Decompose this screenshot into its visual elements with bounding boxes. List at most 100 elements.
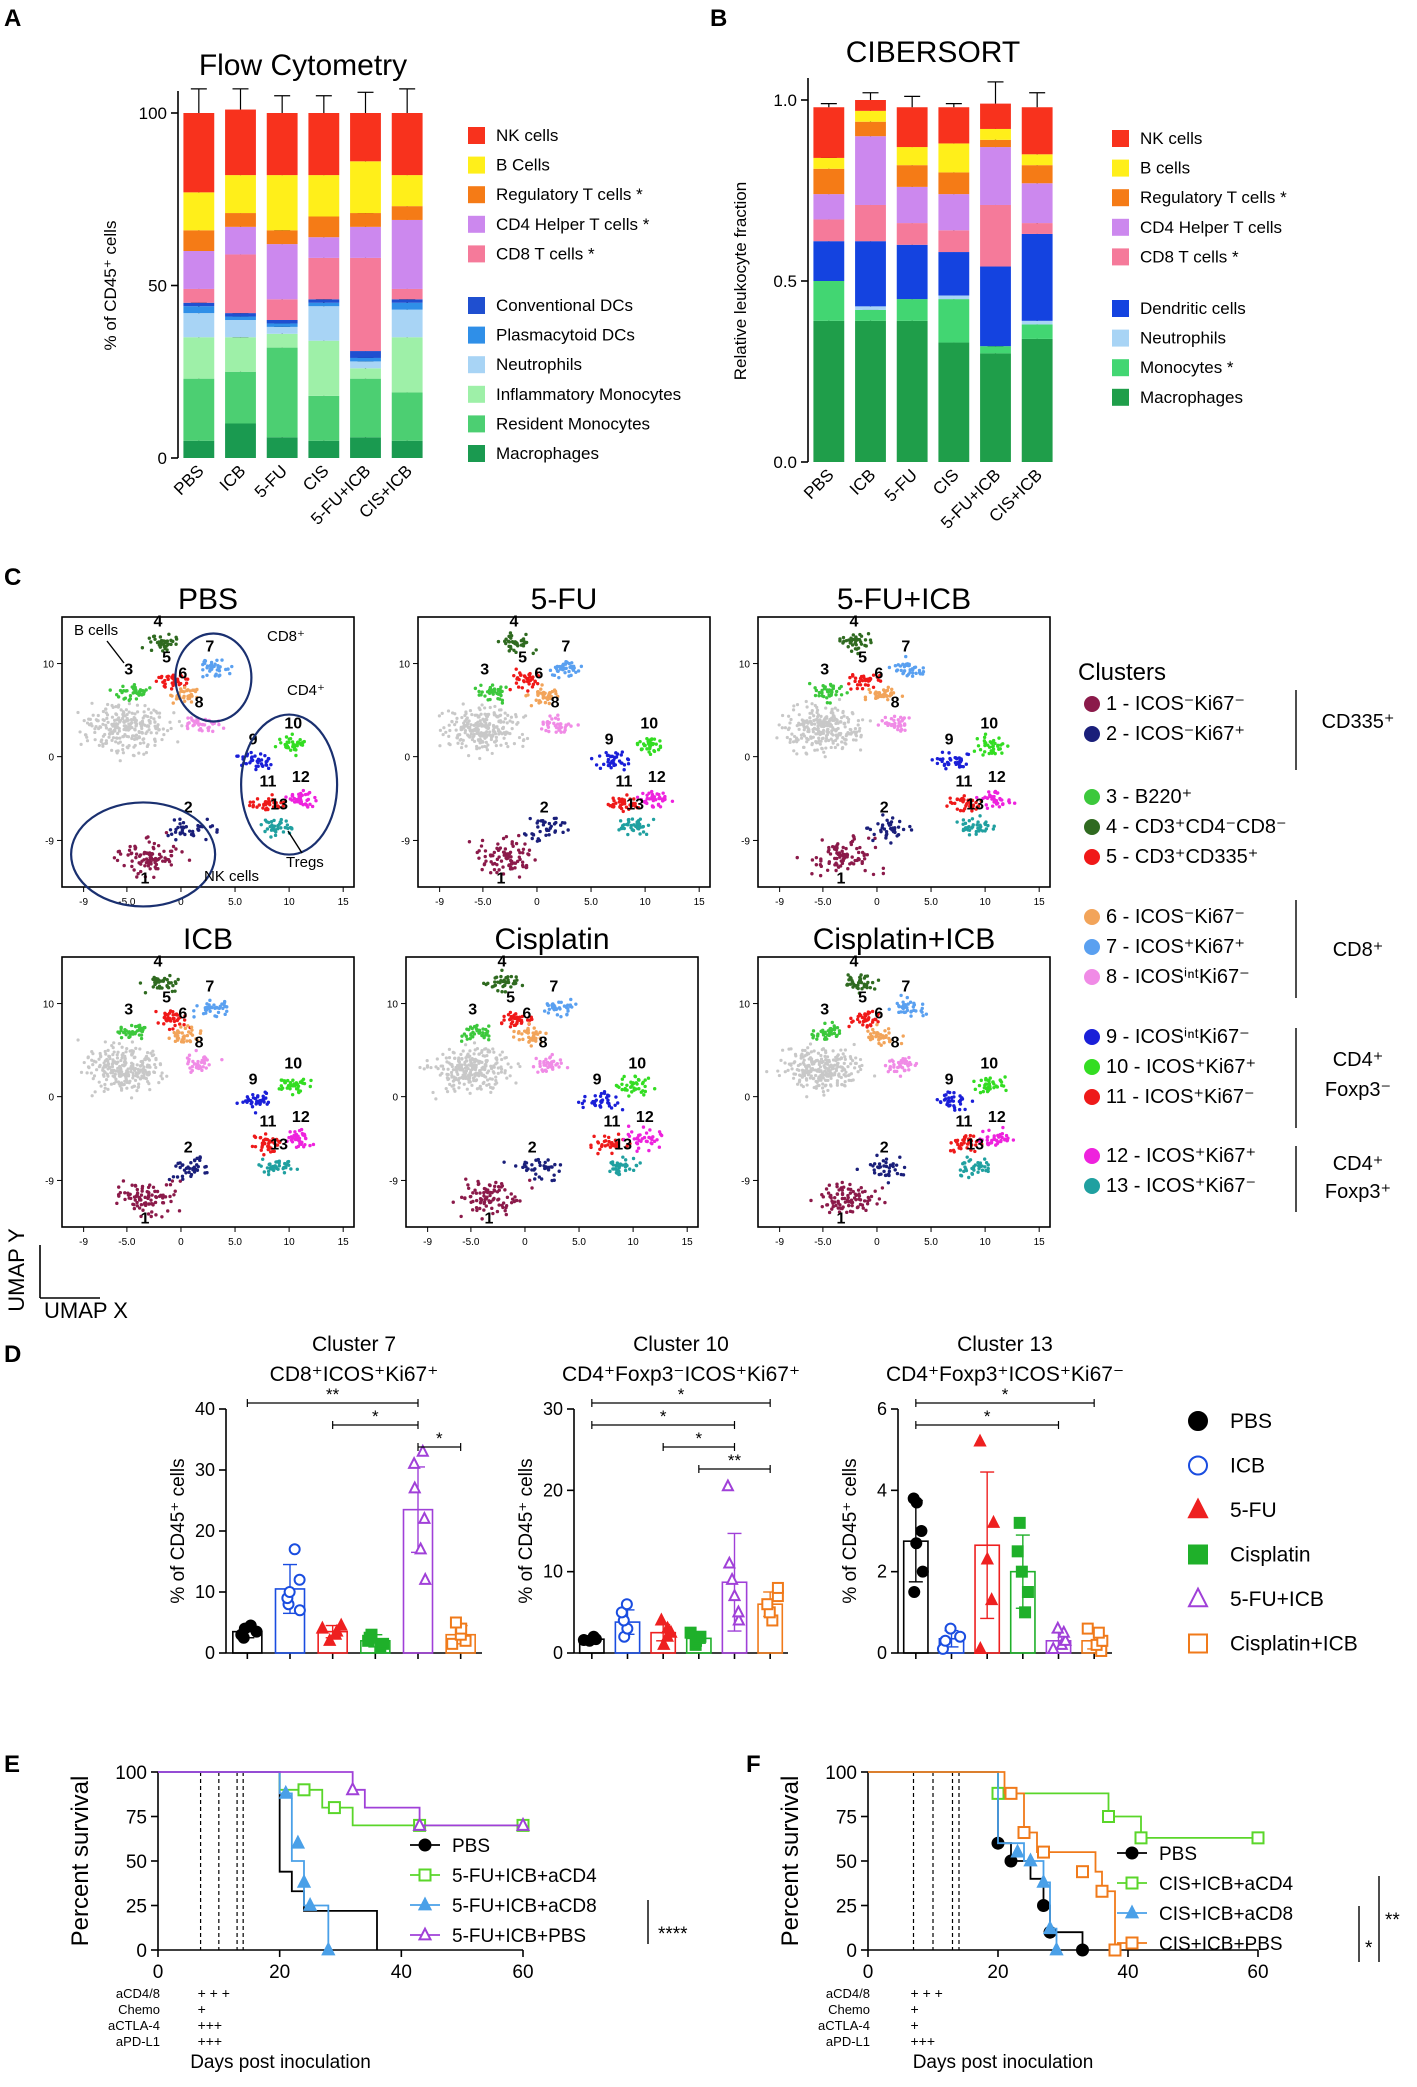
umap-point xyxy=(127,1081,131,1085)
umap-point xyxy=(477,715,481,719)
umap-point xyxy=(453,723,457,727)
umap-point xyxy=(253,1111,258,1115)
umap-point xyxy=(168,1183,173,1187)
umap-point xyxy=(138,1197,142,1201)
bar-segment xyxy=(938,143,970,173)
umap-point xyxy=(859,634,864,638)
umap-point xyxy=(262,1153,266,1157)
umap-point xyxy=(842,1185,846,1189)
umap-point xyxy=(215,828,219,832)
umap-point xyxy=(180,689,184,694)
umap-point xyxy=(522,832,527,836)
umap-point xyxy=(531,682,536,687)
umap-point xyxy=(563,725,567,730)
umap-point xyxy=(805,1069,809,1074)
umap-point xyxy=(135,875,139,879)
umap-point xyxy=(123,1197,127,1202)
umap-point xyxy=(301,788,306,793)
umap-point xyxy=(186,1062,190,1066)
umap-point xyxy=(293,1130,297,1134)
umap-point xyxy=(500,698,505,703)
umap-point xyxy=(174,697,179,701)
umap-point xyxy=(644,799,648,803)
bar-segment xyxy=(855,204,886,242)
umap-point xyxy=(515,677,519,681)
x-tick-label: CIS xyxy=(299,461,332,494)
umap-point xyxy=(879,829,883,834)
umap-point xyxy=(896,718,900,722)
umap-point xyxy=(149,855,153,860)
umap-point xyxy=(190,833,194,837)
umap-point xyxy=(604,750,608,755)
bar-segment xyxy=(391,206,423,220)
umap-point xyxy=(831,684,836,688)
umap-point xyxy=(154,1195,158,1199)
umap-point xyxy=(565,1013,569,1017)
umap-point xyxy=(500,726,505,731)
umap-point xyxy=(839,1048,843,1052)
umap-point xyxy=(498,687,502,691)
umap-point xyxy=(152,858,156,862)
umap-point xyxy=(963,821,968,826)
umap-point xyxy=(780,726,784,730)
umap-point xyxy=(548,668,553,673)
umap-point xyxy=(544,833,548,838)
umap-point xyxy=(222,999,227,1004)
umap-point xyxy=(816,713,821,717)
bar-segment xyxy=(225,213,256,227)
bar-segment xyxy=(308,395,340,441)
umap-point xyxy=(288,1130,292,1134)
bar-segment xyxy=(266,320,298,324)
umap-point xyxy=(492,867,497,872)
umap-point xyxy=(547,1007,552,1012)
umap-point xyxy=(249,759,253,763)
umap-point xyxy=(493,1082,497,1086)
umap-point xyxy=(850,1210,855,1214)
umap-point xyxy=(121,735,126,739)
umap-point xyxy=(985,806,990,810)
umap-point xyxy=(806,737,810,742)
umap-point xyxy=(806,1073,810,1077)
umap-point xyxy=(987,745,992,749)
umap-point xyxy=(137,735,141,739)
umap-point xyxy=(824,720,828,724)
umap-point xyxy=(638,1161,642,1165)
umap-point xyxy=(145,1051,150,1055)
umap-point xyxy=(118,740,122,744)
umap-point xyxy=(488,705,492,710)
umap-point xyxy=(641,824,646,829)
umap-point xyxy=(157,1080,161,1085)
umap-point xyxy=(610,803,614,808)
umap-point xyxy=(184,1166,189,1171)
umap-point xyxy=(552,822,557,826)
umap-point xyxy=(547,833,551,837)
umap-point xyxy=(172,711,176,715)
bar-segment xyxy=(1021,324,1053,339)
umap-point xyxy=(940,750,945,754)
umap-point xyxy=(133,1067,137,1071)
umap-point xyxy=(641,830,646,834)
umap-point xyxy=(543,1068,548,1072)
umap-point xyxy=(976,744,981,748)
umap-point xyxy=(478,1206,482,1211)
umap-point xyxy=(853,679,857,684)
umap-point xyxy=(826,1191,831,1195)
umap-point xyxy=(111,705,115,709)
umap-point xyxy=(94,1060,98,1064)
umap-point xyxy=(967,828,972,832)
umap-point xyxy=(809,1069,813,1074)
umap-point xyxy=(859,1186,863,1190)
umap-point xyxy=(987,751,991,756)
umap-point xyxy=(300,1140,304,1145)
umap-point xyxy=(530,1163,534,1167)
cluster-number: 6 xyxy=(178,665,187,682)
umap-point xyxy=(630,828,634,832)
umap-point xyxy=(788,721,792,725)
umap-point xyxy=(111,730,115,734)
umap-point xyxy=(124,1032,128,1037)
umap-point xyxy=(466,1066,470,1071)
umap-point xyxy=(854,1061,858,1065)
umap-point xyxy=(150,852,154,856)
umap-point xyxy=(130,864,134,869)
umap-point xyxy=(860,850,865,855)
